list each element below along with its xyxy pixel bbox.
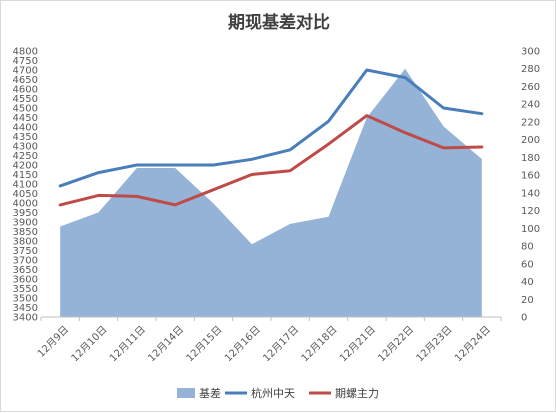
left-y-tick-label: 3900 (13, 218, 38, 229)
left-y-tick-label: 3800 (13, 237, 38, 248)
x-tick-label: 12月24日 (452, 324, 493, 365)
x-tick-label: 12月16日 (222, 324, 263, 365)
right-y-tick-label: 40 (521, 277, 534, 288)
left-y-tick-label: 4400 (13, 123, 38, 134)
left-y-tick-label: 4300 (13, 142, 38, 153)
right-y-tick-label: 20 (521, 295, 534, 306)
right-y-tick-label: 140 (521, 188, 540, 199)
left-y-tick-label: 4750 (13, 56, 38, 67)
legend: 基差 杭州中天 期螺主力 (177, 386, 379, 400)
left-y-tick-label: 3400 (13, 313, 38, 324)
left-y-tick-label: 3650 (13, 265, 38, 276)
x-tick-label: 12月23日 (414, 324, 455, 365)
right-y-tick-label: 80 (521, 242, 534, 253)
left-y-tick-label: 4500 (13, 104, 38, 115)
line-series-2 (58, 114, 484, 207)
x-tick-label: 12月18日 (299, 324, 340, 365)
x-tick-label: 12月15日 (184, 324, 225, 365)
left-y-tick-label: 3550 (13, 284, 38, 295)
x-tick-label: 12月11日 (107, 324, 148, 365)
right-y-tick-label: 100 (521, 224, 540, 235)
left-y-tick-label: 4700 (13, 66, 38, 77)
right-y-tick-label: 220 (521, 117, 540, 128)
left-y-tick-label: 4600 (13, 85, 38, 96)
left-y-tick-label: 4100 (13, 180, 38, 191)
area-series-jicha (60, 68, 482, 317)
legend-swatch-area (177, 388, 195, 398)
left-y-tick-label: 3750 (13, 246, 38, 257)
right-y-tick-label: 60 (521, 259, 534, 270)
left-y-tick-label: 4350 (13, 132, 38, 143)
left-y-tick-label: 4650 (13, 75, 38, 86)
right-y-tick-label: 180 (521, 153, 540, 164)
right-y-tick-label: 300 (521, 47, 540, 58)
left-y-tick-label: 4550 (13, 94, 38, 105)
x-tick-label: 12月17日 (261, 324, 302, 365)
left-y-tick-label: 3700 (13, 256, 38, 267)
left-y-tick-label: 3500 (13, 294, 38, 305)
left-y-tick-label: 4250 (13, 151, 38, 162)
right-y-tick-label: 240 (521, 100, 540, 111)
legend-label: 基差 (199, 386, 221, 400)
right-y-tick-label: 280 (521, 64, 540, 75)
line-series-group (58, 68, 484, 207)
legend-label: 杭州中天 (251, 386, 295, 400)
right-y-tick-label: 260 (521, 82, 540, 93)
x-tick-label: 12月21日 (337, 324, 378, 365)
left-y-tick-label: 4000 (13, 199, 38, 210)
left-y-tick-label: 4200 (13, 161, 38, 172)
right-y-tick-label: 160 (521, 171, 540, 182)
chart-title: 期现基差对比 (228, 12, 330, 33)
legend-label: 期螺主力 (335, 387, 379, 400)
left-y-tick-label: 4050 (13, 189, 38, 200)
right-y-tick-label: 200 (521, 135, 540, 146)
line-series-1 (58, 68, 484, 188)
left-y-tick-label: 4800 (13, 47, 38, 58)
left-y-tick-label: 4450 (13, 113, 38, 124)
left-y-tick-label: 3850 (13, 227, 38, 238)
left-y-tick-label: 3950 (13, 208, 38, 219)
left-y-tick-label: 4150 (13, 170, 38, 181)
x-tick-label: 12月14日 (146, 324, 187, 365)
x-tick-label: 12月10日 (69, 324, 110, 365)
area-series-group (60, 68, 482, 317)
left-y-tick-label: 3450 (13, 303, 38, 314)
left-y-tick-label: 3600 (13, 275, 38, 286)
right-y-tick-label: 0 (521, 313, 527, 324)
right-y-tick-label: 120 (521, 206, 540, 217)
x-tick-label: 12月22日 (376, 324, 417, 365)
x-tick-label: 12月9日 (35, 324, 71, 360)
